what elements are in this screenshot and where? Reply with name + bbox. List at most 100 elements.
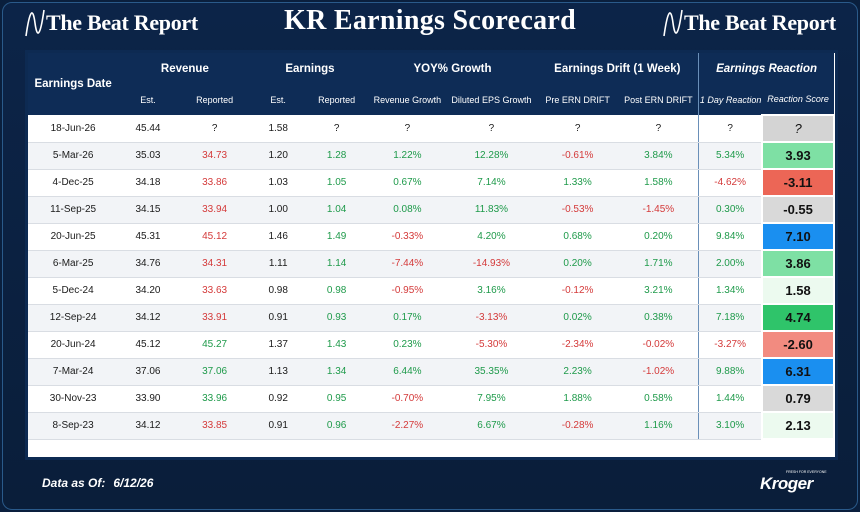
brand-logo-right: The Beat Report [662,6,836,40]
cell-revenue-growth: 1.22% [368,142,447,170]
cell-date: 5-Mar-26 [28,142,119,170]
cell-date: 11-Sep-25 [28,196,119,224]
table-row: 7-Mar-24 37.06 37.06 1.13 1.34 6.44% 35.35% 2.2… [28,357,835,386]
scorecard-table: Earnings Date Revenue Earnings YOY% Grow… [28,53,835,440]
cell-date: 18-Jun-26 [28,115,119,143]
cell-diluted-eps-growth: -14.93% [446,250,537,278]
cell-post-drift: 1.71% [618,250,699,278]
cell-pre-drift: 1.88% [536,385,619,413]
cell-date: 20-Jun-24 [28,331,119,359]
cell-revenue-reported: 33.96 [177,385,252,413]
brand-wave-icon [25,9,45,37]
cell-diluted-eps-growth: 7.14% [446,169,537,197]
cell-pre-drift: -0.12% [536,277,619,305]
cell-eps-est: 1.11 [251,250,305,278]
page-title: KR Earnings Scorecard [283,5,576,36]
subheader-eps-reported: Reported [304,85,369,115]
cell-date: 4-Dec-25 [28,169,119,197]
cell-revenue-growth: -7.44% [368,250,447,278]
cell-reaction-score: 7.10 [761,222,835,251]
cell-eps-est: 1.03 [251,169,305,197]
cell-one-day-reaction: 1.44% [698,385,763,413]
cell-post-drift: 0.20% [618,223,699,251]
cell-pre-drift: 1.33% [536,169,619,197]
cell-eps-reported: 1.34 [304,358,369,386]
subheader-diluted-eps-growth: Diluted EPS Growth [446,85,537,115]
cell-revenue-reported: 34.31 [177,250,252,278]
cell-pre-drift: 0.20% [536,250,619,278]
cell-revenue-growth: 6.44% [368,358,447,386]
cell-eps-reported: 1.04 [304,196,369,224]
cell-eps-reported: 0.96 [304,412,369,440]
cell-pre-drift: 2.23% [536,358,619,386]
cell-diluted-eps-growth: 35.35% [446,358,537,386]
cell-reaction-score: 6.31 [761,357,835,386]
subheader-revenue-est: Est. [118,85,178,115]
cell-one-day-reaction: 7.18% [698,304,763,332]
header-yoy-growth: YOY% Growth [368,53,537,85]
cell-diluted-eps-growth: 7.95% [446,385,537,413]
table-row: 30-Nov-23 33.90 33.96 0.92 0.95 -0.70% 7.95% 1.… [28,384,835,413]
brand-logo-left: The Beat Report [24,6,198,40]
cell-pre-drift: ? [536,115,619,143]
cell-post-drift: -1.45% [618,196,699,224]
cell-pre-drift: -0.61% [536,142,619,170]
cell-eps-reported: 0.98 [304,277,369,305]
table-row: 5-Mar-26 35.03 34.73 1.20 1.28 1.22% 12.28% -0.… [28,141,835,170]
cell-eps-reported: ? [304,115,369,143]
cell-reaction-score: 3.93 [761,141,835,170]
cell-revenue-reported: 33.91 [177,304,252,332]
cell-revenue-est: 45.31 [118,223,178,251]
cell-revenue-growth: ? [368,115,447,143]
subheader-reaction-score: Reaction Score [762,85,834,115]
cell-revenue-growth: 0.17% [368,304,447,332]
table-row: 6-Mar-25 34.76 34.31 1.11 1.14 -7.44% -14.93% 0… [28,249,835,278]
cell-post-drift: ? [618,115,699,143]
cell-post-drift: 3.21% [618,277,699,305]
cell-reaction-score: 3.86 [761,249,835,278]
cell-pre-drift: -0.28% [536,412,619,440]
data-as-of-label: Data as Of: [42,476,106,490]
brand-name-right: The Beat Report [684,10,836,35]
cell-diluted-eps-growth: -5.30% [446,331,537,359]
cell-revenue-reported: 45.27 [177,331,252,359]
cell-eps-reported: 1.49 [304,223,369,251]
cell-diluted-eps-growth: 3.16% [446,277,537,305]
cell-eps-reported: 1.14 [304,250,369,278]
cell-date: 5-Dec-24 [28,277,119,305]
scorecard-body: 18-Jun-26 45.44? 1.58??????? 5-Mar-26 35.03 3… [28,114,835,440]
cell-reaction-score: -3.11 [761,168,835,197]
table-row: 12-Sep-24 34.12 33.91 0.91 0.93 0.17% -3.13% 0.… [28,303,835,332]
cell-revenue-est: 45.12 [118,331,178,359]
table-row: 20-Jun-24 45.12 45.27 1.37 1.43 0.23% -5.30% -2… [28,330,835,359]
kroger-wordmark: Kroger [760,474,813,493]
table-row: 5-Dec-24 34.20 33.63 0.98 0.98 -0.95% 3.16% -0.… [28,276,835,305]
cell-revenue-est: 37.06 [118,358,178,386]
cell-revenue-est: 34.12 [118,412,178,440]
cell-post-drift: 1.58% [618,169,699,197]
table-row: 18-Jun-26 45.44? 1.58??????? [28,114,835,143]
cell-eps-reported: 1.28 [304,142,369,170]
cell-eps-reported: 1.05 [304,169,369,197]
cell-pre-drift: 0.02% [536,304,619,332]
cell-reaction-score: 4.74 [761,303,835,332]
cell-revenue-reported: 33.94 [177,196,252,224]
table-row: 8-Sep-23 34.12 33.85 0.91 0.96 -2.27% 6.67% -0.… [28,411,835,440]
cell-post-drift: 0.58% [618,385,699,413]
cell-one-day-reaction: 9.88% [698,358,763,386]
cell-eps-est: 1.58 [251,115,305,143]
cell-diluted-eps-growth: 4.20% [446,223,537,251]
cell-date: 20-Jun-25 [28,223,119,251]
cell-reaction-score: 2.13 [761,411,835,440]
cell-diluted-eps-growth: ? [446,115,537,143]
cell-revenue-est: 45.44 [118,115,178,143]
cell-revenue-est: 33.90 [118,385,178,413]
subheader-one-day-reaction: 1 Day Reaction [698,85,763,115]
cell-revenue-growth: 0.67% [368,169,447,197]
cell-revenue-reported: 34.73 [177,142,252,170]
cell-eps-est: 0.92 [251,385,305,413]
cell-diluted-eps-growth: 6.67% [446,412,537,440]
subheader-post-drift: Post ERN DRIFT [618,85,699,115]
brand-name-left: The Beat Report [46,10,198,35]
cell-revenue-growth: 0.08% [368,196,447,224]
